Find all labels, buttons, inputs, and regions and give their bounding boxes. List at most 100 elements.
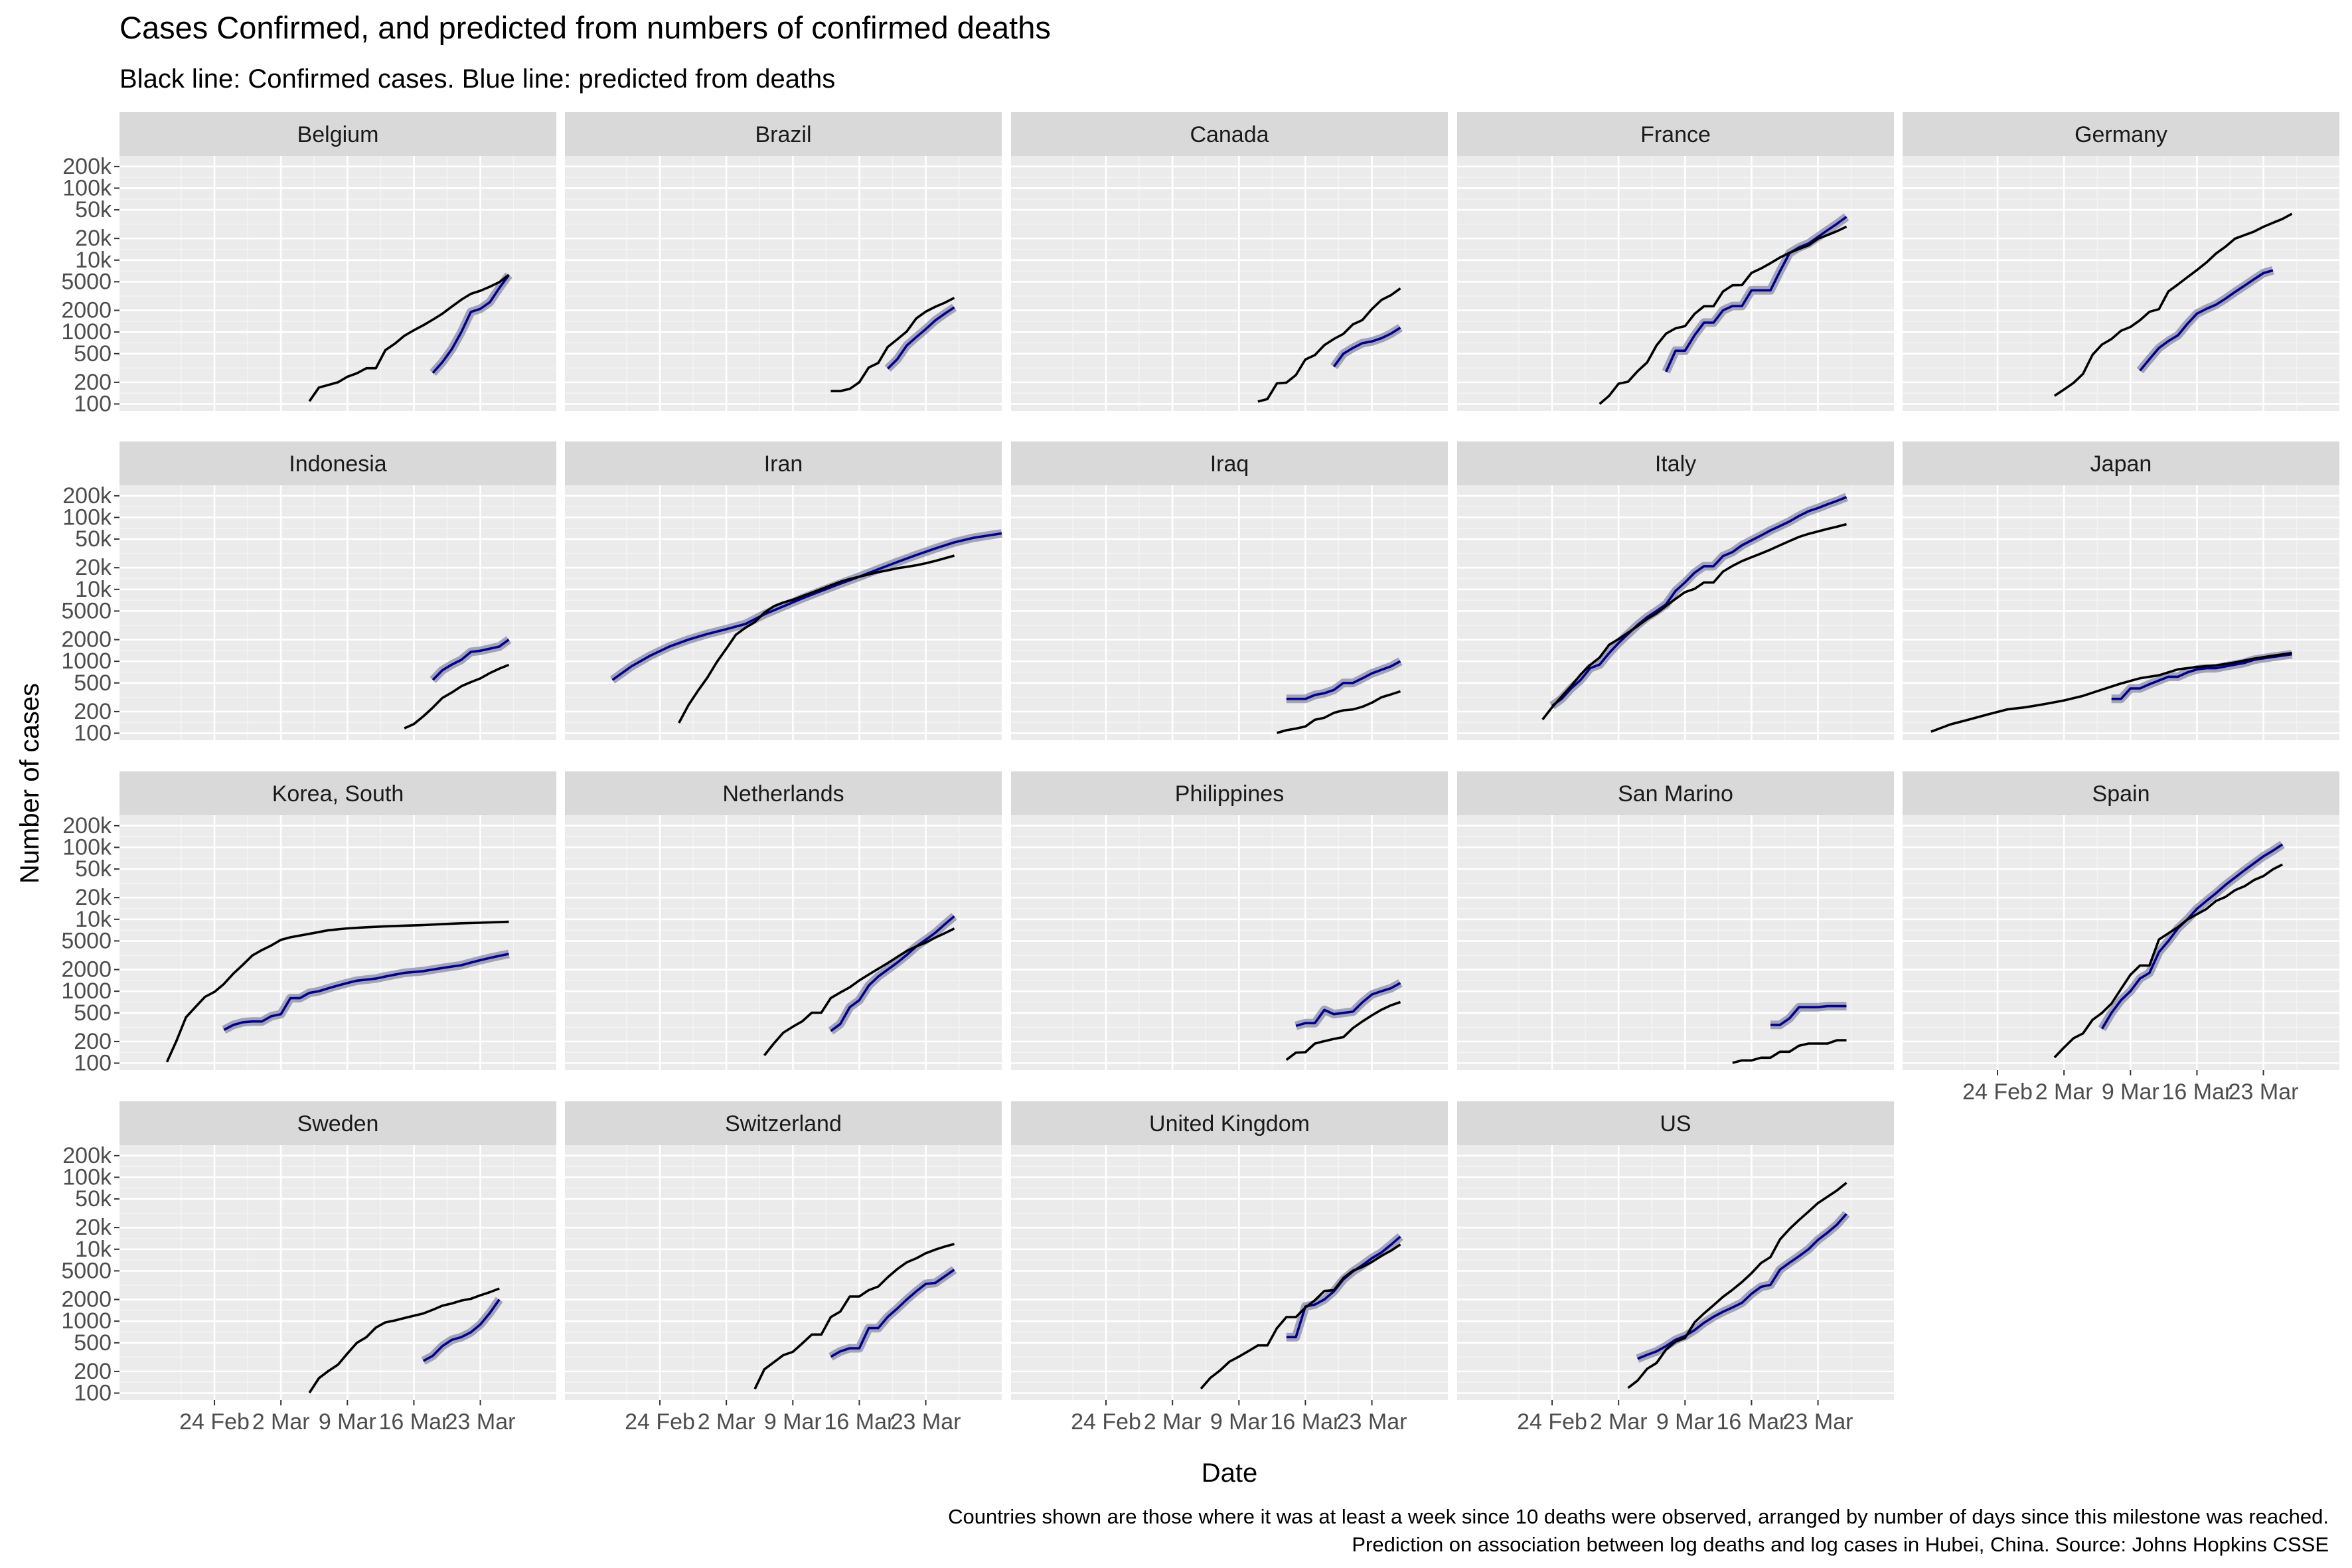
confirmed-line [308,274,510,402]
facet-strip [1903,112,2339,156]
x-tick-label: 9 Mar [1656,1409,1714,1435]
facet-strip [119,441,556,485]
x-tick-label: 16 Mar [379,1409,449,1435]
x-axis-title: Date [1202,1458,1258,1488]
y-tick-label: 200k [62,1143,112,1168]
y-tick-label: 500 [74,1330,112,1356]
x-tick-label: 9 Mar [2102,1079,2159,1105]
panel-background [565,1145,1002,1400]
predicted-line [830,915,955,1032]
y-tick-label: 5000 [61,269,112,294]
panel-background [119,1145,556,1400]
confirmed-line [830,297,955,392]
y-tick-label: 2000 [61,627,112,653]
y-tick-label: 100k [62,505,112,530]
x-tick-label: 2 Mar [1590,1409,1648,1435]
facet-strip [1011,112,1448,156]
facet-strip [565,771,1002,815]
y-tick-label: 1000 [61,649,112,674]
y-tick-label: 200k [62,483,112,509]
facet-strip [1457,1101,1894,1145]
facet-strip [565,112,1002,156]
y-tick-label: 100 [74,720,112,745]
y-tick-label: 1000 [61,319,112,345]
facet-netherlands: Netherlands [565,771,1002,1070]
confirmed-line [678,554,955,724]
confirmed-line [308,1287,500,1393]
facet-iran: Iran [565,441,1003,740]
panel-background [1457,485,1894,740]
y-axis-title: Number of cases [15,683,44,884]
chart-subtitle: Black line: Confirmed cases. Blue line: … [119,64,835,94]
panel-background [1457,1145,1894,1400]
x-tick-label: 23 Mar [891,1409,961,1435]
facet-label-netherlands: Netherlands [722,781,844,807]
y-tick-label: 200 [74,1359,112,1384]
panel-background [1457,156,1894,411]
y-tick-label: 50k [75,856,112,882]
facet-brazil: Brazil [565,112,1002,411]
y-tick-label: 500 [74,670,112,696]
facet-strip [119,112,556,156]
x-tick-label: 16 Mar [1717,1409,1787,1435]
y-tick-label: 1000 [61,1308,112,1334]
facet-label-japan: Japan [2090,451,2152,477]
facet-label-brazil: Brazil [755,122,811,147]
predicted-line [431,274,510,374]
x-tick-label: 23 Mar [1337,1409,1407,1435]
predicted-line [223,953,509,1031]
facet-label-sweden: Sweden [297,1111,379,1137]
y-tick-label: 20k [75,226,112,251]
facet-strip [1457,771,1894,815]
y-tick-label: 1000 [61,979,112,1004]
facet-strip [1011,1101,1448,1145]
facet-label-switzerland: Switzerland [725,1111,842,1137]
chart-title: Cases Confirmed, and predicted from numb… [119,10,1051,45]
x-tick-label: 9 Mar [1210,1409,1268,1435]
panel-background [565,156,1002,411]
facet-label-iraq: Iraq [1210,451,1249,477]
panel-background [1457,815,1894,1070]
facet-label-united-kingdom: United Kingdom [1149,1111,1310,1137]
predicted-line [1770,1004,1847,1026]
x-tick-label: 2 Mar [2035,1079,2093,1105]
panel-background [119,156,556,411]
facet-france: France [1457,112,1894,411]
y-tick-label: 50k [75,1186,112,1212]
predicted-line [422,1298,501,1362]
y-tick-label: 5000 [61,1258,112,1283]
y-tick-label: 50k [75,526,112,552]
y-tick-label: 2000 [61,298,112,323]
facet-iraq: Iraq [1011,441,1448,740]
x-tick-label: 16 Mar [2162,1079,2233,1105]
predicted-line [2139,269,2274,372]
confirmed-line [1541,522,1847,721]
y-tick-label: 20k [75,1215,112,1240]
y-tick-label: 100k [62,175,112,200]
y-tick-label: 200 [74,699,112,724]
confirmed-line [1277,690,1401,734]
facet-panels: Belgium10020050010002000500010k20k50k100… [61,112,2339,1435]
confirmed-line [1627,1182,1847,1389]
facet-strip [1457,441,1894,485]
x-tick-label: 24 Feb [625,1409,695,1435]
y-tick-label: 100k [62,834,112,860]
predicted-line [431,639,510,681]
panel-background [565,485,1002,740]
y-tick-label: 200 [74,370,112,395]
predicted-line [830,1269,955,1358]
y-tick-label: 200k [62,154,112,179]
y-tick-label: 2000 [61,1287,112,1312]
x-tick-label: 9 Mar [319,1409,376,1435]
panel-background [119,815,556,1070]
y-tick-label: 20k [75,885,112,910]
facet-label-korea-south: Korea, South [272,781,404,807]
y-tick-label: 5000 [61,598,112,623]
y-tick-label: 200 [74,1029,112,1054]
y-tick-label: 200k [62,813,112,838]
facet-label-canada: Canada [1190,122,1269,147]
